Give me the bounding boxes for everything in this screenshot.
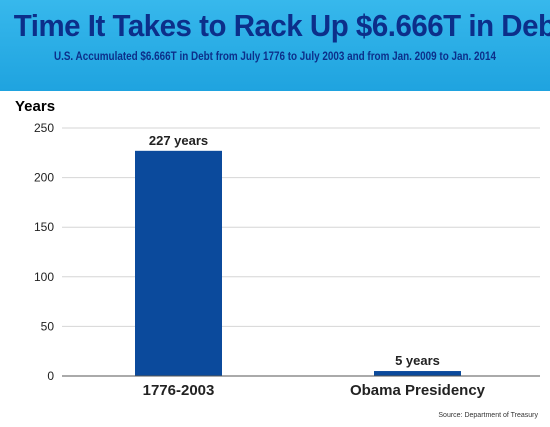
y-tick-label: 50 — [41, 319, 55, 333]
bar-1 — [135, 150, 222, 376]
bar-2 — [374, 371, 461, 376]
y-tick-label: 150 — [34, 220, 54, 234]
bar-value-label: 227 years — [149, 133, 208, 148]
y-axis-label: Years — [15, 98, 56, 115]
chart-subtitle: U.S. Accumulated $6.666T in Debt from Ju… — [53, 51, 497, 63]
y-tick-labels: 0 50 100 150 200 250 — [34, 121, 54, 383]
y-tick-label: 200 — [34, 171, 54, 185]
gridlines — [62, 127, 540, 327]
bar-value-label: 5 years — [395, 353, 440, 368]
title-banner — [0, 0, 550, 91]
data-labels: 227 years 5 years — [149, 133, 440, 368]
bars — [135, 150, 461, 376]
x-tick-labels: 1776-2003 Obama Presidency — [143, 382, 486, 399]
chart-title: Time It Takes to Rack Up $6.666T in Debt — [13, 8, 550, 43]
source-note: Source: Department of Treasury — [438, 412, 538, 419]
y-tick-label: 250 — [34, 121, 54, 135]
y-tick-label: 0 — [47, 369, 54, 383]
y-tick-label: 100 — [34, 270, 54, 284]
x-tick-label: 1776-2003 — [143, 382, 215, 399]
x-tick-label: Obama Presidency — [350, 382, 486, 399]
